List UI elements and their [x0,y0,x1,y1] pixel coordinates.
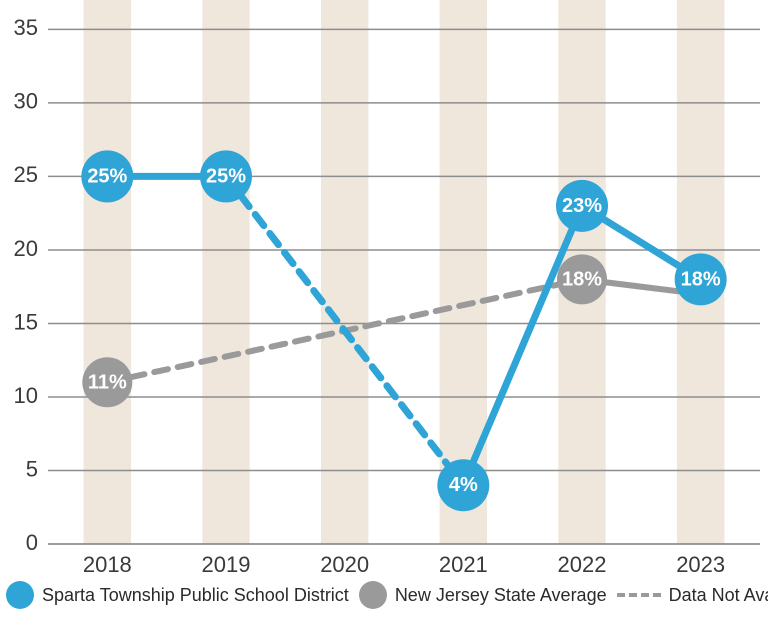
y-tick-label: 0 [26,530,38,555]
svg-text:25%: 25% [87,165,127,187]
y-tick-label: 15 [14,309,38,334]
legend-swatch-sparta [6,581,34,609]
svg-text:23%: 23% [562,195,602,217]
marker-nj: 11% [82,357,132,407]
marker-sparta: 18% [675,253,727,305]
legend-swatch-nj [359,581,387,609]
y-tick-label: 10 [14,383,38,408]
y-tick-label: 5 [26,456,38,481]
legend-label-na: Data Not Available [669,585,768,606]
legend-label-nj: New Jersey State Average [395,585,607,606]
y-tick-label: 25 [14,162,38,187]
legend-item-nj: New Jersey State Average [359,581,607,609]
y-tick-label: 35 [14,15,38,40]
marker-sparta: 4% [437,459,489,511]
y-tick-label: 30 [14,89,38,114]
legend-swatch-dash [617,593,661,597]
y-tick-label: 20 [14,236,38,261]
legend-item-na: Data Not Available [617,585,768,606]
chart-container: 0510152025303520182019202020212022202311… [0,0,768,619]
line-chart: 0510152025303520182019202020212022202311… [0,0,768,619]
svg-text:18%: 18% [681,268,721,290]
svg-text:18%: 18% [562,268,602,290]
svg-text:25%: 25% [206,165,246,187]
svg-text:4%: 4% [449,474,478,496]
legend: Sparta Township Public School District N… [0,571,768,619]
marker-sparta: 25% [81,150,133,202]
marker-sparta: 25% [200,150,252,202]
legend-item-sparta: Sparta Township Public School District [6,581,349,609]
legend-label-sparta: Sparta Township Public School District [42,585,349,606]
marker-sparta: 23% [556,180,608,232]
svg-text:11%: 11% [88,371,127,393]
marker-nj: 18% [557,254,607,304]
